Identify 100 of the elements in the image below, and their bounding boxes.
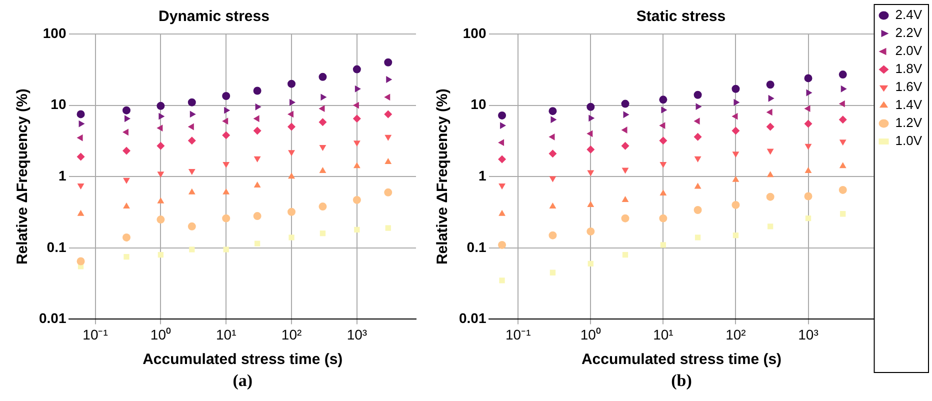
point [550, 116, 557, 124]
point [548, 150, 557, 158]
y-axis-title: Relative ΔFrequency (%) [14, 88, 32, 265]
point [766, 122, 774, 131]
point [587, 170, 594, 176]
legend-label: 1.6V [895, 79, 922, 94]
point [840, 85, 847, 92]
point [622, 196, 629, 202]
point [156, 142, 165, 150]
y-tick-label: 0.01 [459, 310, 486, 326]
x-tick-label: 10² [726, 326, 746, 342]
point [288, 208, 296, 216]
point [804, 105, 810, 112]
legend-label: 1.2V [895, 115, 922, 130]
point [659, 136, 668, 145]
point [660, 162, 667, 168]
point [222, 188, 230, 194]
point [318, 118, 327, 126]
point [222, 214, 230, 222]
y-tick-label: 1 [478, 167, 486, 184]
point [288, 172, 295, 179]
point [732, 112, 738, 120]
y-tick-label: 100 [42, 24, 66, 41]
point [124, 115, 130, 122]
point [353, 162, 360, 168]
x-tick-label: 10⁻¹ [82, 326, 108, 342]
y-tick-label: 1 [58, 167, 66, 184]
point [320, 230, 326, 236]
legend-label: 1.0V [895, 133, 922, 148]
point [804, 166, 812, 173]
point [588, 260, 594, 267]
point [288, 150, 295, 156]
x-tick-label: 10⁰ [580, 326, 601, 342]
point [318, 202, 327, 211]
y-tick-label: 10 [470, 96, 486, 112]
point [384, 158, 392, 164]
x-tick-label: 10⁻¹ [505, 326, 532, 342]
point [838, 116, 847, 124]
point [188, 168, 196, 175]
y-axis-title: Relative ΔFrequency (%) [434, 88, 452, 265]
point [694, 182, 702, 189]
x-tick-label: 10¹ [216, 326, 237, 342]
point [805, 215, 812, 222]
point [253, 212, 262, 220]
point [189, 246, 195, 252]
point [385, 225, 391, 231]
point [587, 200, 594, 207]
point [156, 216, 165, 224]
point [659, 122, 666, 130]
point [840, 211, 846, 217]
point [622, 168, 629, 174]
point [384, 110, 392, 118]
point [586, 102, 595, 111]
legend-label: 2.2V [895, 25, 922, 40]
point [768, 94, 774, 102]
point [320, 94, 327, 101]
point [732, 126, 740, 135]
point [386, 76, 392, 83]
point [586, 145, 595, 154]
point [622, 252, 628, 258]
point [157, 197, 164, 204]
point [222, 162, 230, 168]
point [352, 102, 359, 109]
point [660, 189, 667, 196]
x-tick-label: 10² [281, 326, 302, 342]
point [319, 166, 326, 173]
point [123, 202, 130, 209]
point [732, 200, 740, 209]
point [586, 227, 595, 236]
point [732, 176, 740, 182]
point [694, 90, 702, 99]
point [621, 214, 630, 222]
point [549, 202, 556, 209]
x-tick-label: 10³ [798, 326, 819, 342]
point [659, 214, 668, 222]
point [696, 103, 702, 110]
point [288, 80, 296, 88]
text: (a) [232, 371, 253, 390]
point [319, 145, 326, 152]
point [732, 84, 740, 93]
point [223, 246, 229, 252]
point [694, 234, 701, 240]
point [156, 124, 163, 132]
point [188, 188, 196, 194]
point [222, 92, 230, 100]
point [354, 226, 360, 233]
point [158, 252, 164, 258]
point [804, 144, 812, 150]
point [253, 126, 262, 135]
point [190, 110, 196, 118]
point [659, 96, 668, 104]
point [694, 132, 702, 141]
point [838, 70, 847, 79]
point [122, 106, 130, 114]
point [548, 107, 557, 116]
x-tick-label: 10⁰ [150, 326, 171, 342]
point [288, 122, 296, 131]
y-tick-label: 100 [462, 24, 486, 41]
x-axis-title: Accumulated stress time (s) [581, 351, 782, 368]
point [766, 80, 774, 89]
